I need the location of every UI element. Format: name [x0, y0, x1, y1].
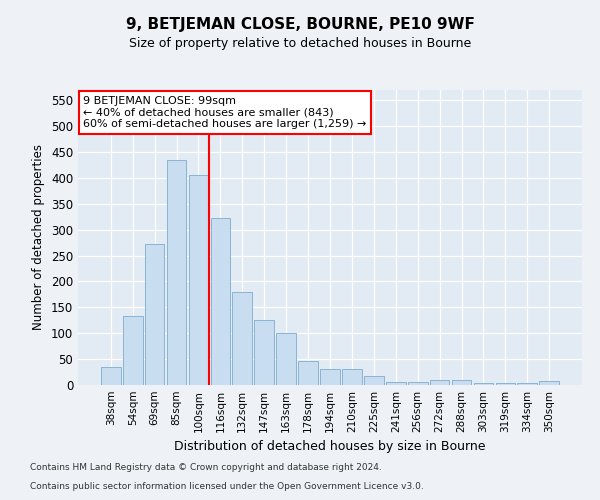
Bar — [496, 383, 515, 385]
Bar — [188, 176, 208, 385]
Bar — [364, 376, 384, 385]
Bar — [167, 160, 187, 385]
Bar — [342, 370, 362, 385]
X-axis label: Distribution of detached houses by size in Bourne: Distribution of detached houses by size … — [174, 440, 486, 454]
Bar — [211, 218, 230, 385]
Bar — [452, 380, 472, 385]
Text: 9 BETJEMAN CLOSE: 99sqm
← 40% of detached houses are smaller (843)
60% of semi-d: 9 BETJEMAN CLOSE: 99sqm ← 40% of detache… — [83, 96, 367, 129]
Bar — [276, 332, 296, 385]
Bar — [123, 316, 143, 385]
Bar — [101, 367, 121, 385]
Bar — [320, 370, 340, 385]
Bar — [145, 244, 164, 385]
Text: Size of property relative to detached houses in Bourne: Size of property relative to detached ho… — [129, 38, 471, 51]
Y-axis label: Number of detached properties: Number of detached properties — [32, 144, 46, 330]
Bar — [254, 320, 274, 385]
Text: Contains public sector information licensed under the Open Government Licence v3: Contains public sector information licen… — [30, 482, 424, 491]
Bar — [430, 380, 449, 385]
Bar — [298, 361, 318, 385]
Bar — [232, 292, 252, 385]
Bar — [386, 382, 406, 385]
Text: 9, BETJEMAN CLOSE, BOURNE, PE10 9WF: 9, BETJEMAN CLOSE, BOURNE, PE10 9WF — [125, 18, 475, 32]
Bar — [517, 383, 537, 385]
Bar — [408, 382, 428, 385]
Bar — [539, 382, 559, 385]
Text: Contains HM Land Registry data © Crown copyright and database right 2024.: Contains HM Land Registry data © Crown c… — [30, 464, 382, 472]
Bar — [473, 383, 493, 385]
